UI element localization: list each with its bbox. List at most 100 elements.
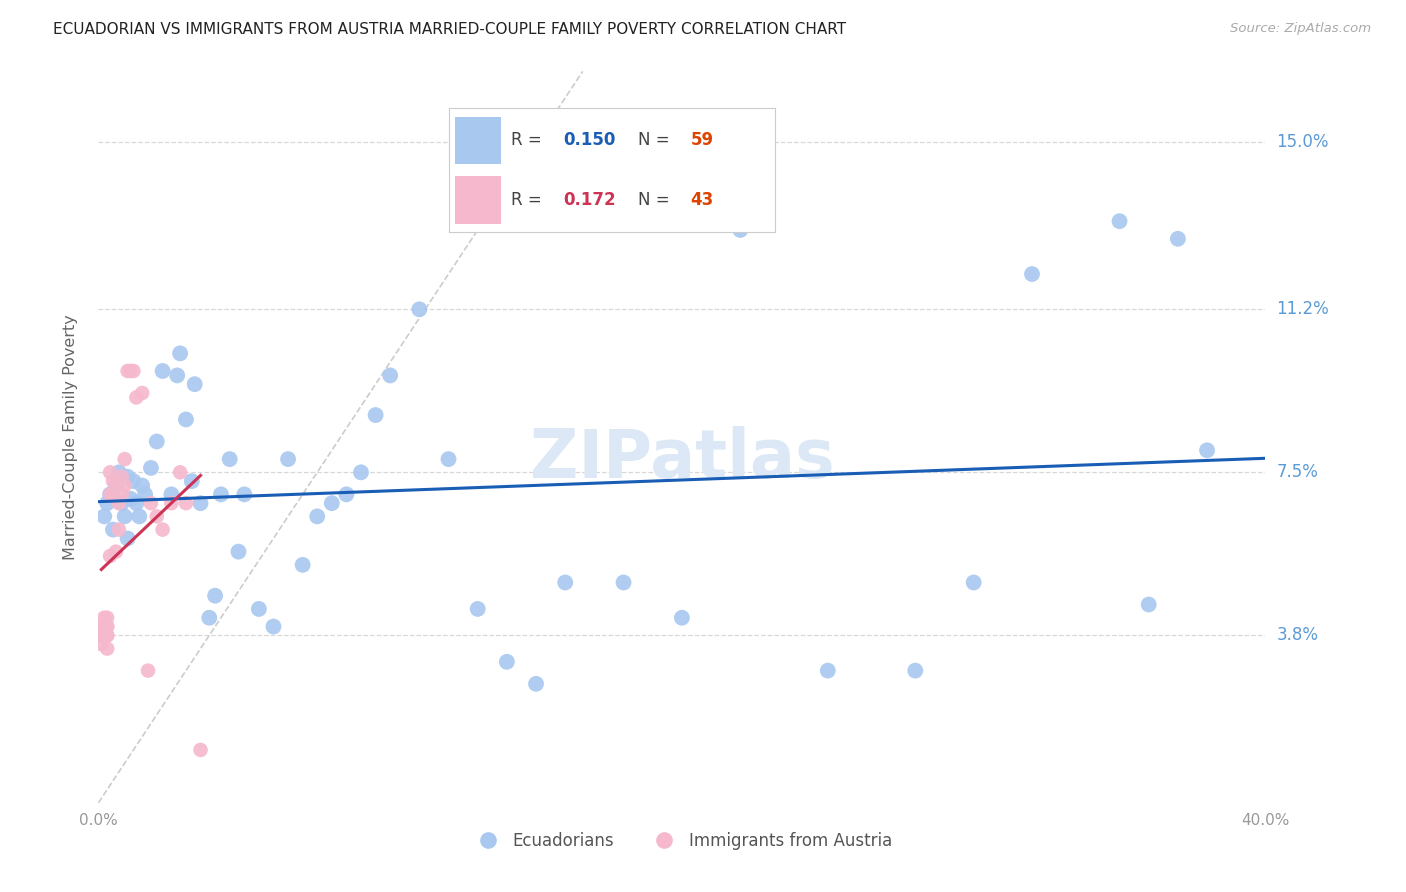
Point — [524, 677, 547, 691]
Point — [152, 364, 174, 378]
Point — [160, 487, 183, 501]
Text: ZIPatlas: ZIPatlas — [530, 426, 834, 492]
Point — [96, 496, 118, 510]
Point — [120, 364, 142, 378]
Point — [90, 619, 112, 633]
Point — [496, 655, 519, 669]
Point — [166, 368, 188, 383]
Point — [554, 575, 576, 590]
Point — [134, 487, 156, 501]
Point — [437, 452, 460, 467]
Point — [98, 487, 121, 501]
Point — [111, 496, 134, 510]
Point — [98, 487, 121, 501]
Point — [104, 474, 127, 488]
Point — [190, 743, 212, 757]
Point — [96, 619, 118, 633]
Point — [198, 611, 221, 625]
Point — [117, 532, 139, 546]
Point — [90, 628, 112, 642]
Point — [321, 496, 343, 510]
Point — [108, 496, 131, 510]
Point — [209, 487, 232, 501]
Point — [169, 466, 191, 480]
Point — [104, 478, 127, 492]
Text: Source: ZipAtlas.com: Source: ZipAtlas.com — [1230, 22, 1371, 36]
Point — [136, 664, 159, 678]
Point — [111, 469, 134, 483]
Point — [174, 496, 197, 510]
Point — [120, 491, 142, 506]
Point — [131, 478, 153, 492]
Point — [183, 377, 205, 392]
Point — [291, 558, 314, 572]
Point — [139, 461, 162, 475]
Point — [904, 664, 927, 678]
Point — [122, 474, 145, 488]
Point — [90, 628, 112, 642]
Point — [117, 469, 139, 483]
Point — [1108, 214, 1130, 228]
Point — [817, 664, 839, 678]
Point — [108, 466, 131, 480]
Point — [125, 391, 148, 405]
Point — [117, 364, 139, 378]
Point — [98, 549, 121, 563]
Point — [125, 496, 148, 510]
Point — [1021, 267, 1043, 281]
Point — [96, 628, 118, 642]
Y-axis label: Married-Couple Family Poverty: Married-Couple Family Poverty — [63, 314, 77, 560]
Text: 11.2%: 11.2% — [1277, 301, 1329, 318]
Point — [247, 602, 270, 616]
Point — [96, 641, 118, 656]
Point — [90, 637, 112, 651]
Point — [146, 434, 169, 449]
Point — [114, 478, 136, 492]
Point — [93, 611, 115, 625]
Point — [90, 619, 112, 633]
Point — [93, 628, 115, 642]
Legend: Ecuadorians, Immigrants from Austria: Ecuadorians, Immigrants from Austria — [464, 825, 900, 856]
Point — [174, 412, 197, 426]
Point — [350, 466, 373, 480]
Point — [364, 408, 387, 422]
Point — [131, 386, 153, 401]
Point — [277, 452, 299, 467]
Point — [122, 364, 145, 378]
Point — [146, 509, 169, 524]
Point — [96, 628, 118, 642]
Point — [93, 619, 115, 633]
Point — [101, 474, 124, 488]
Point — [139, 496, 162, 510]
Point — [93, 628, 115, 642]
Point — [108, 523, 131, 537]
Point — [730, 223, 752, 237]
Point — [335, 487, 357, 501]
Point — [1137, 598, 1160, 612]
Text: ECUADORIAN VS IMMIGRANTS FROM AUSTRIA MARRIED-COUPLE FAMILY POVERTY CORRELATION : ECUADORIAN VS IMMIGRANTS FROM AUSTRIA MA… — [53, 22, 846, 37]
Point — [101, 487, 124, 501]
Point — [114, 509, 136, 524]
Point — [1195, 443, 1218, 458]
Point — [612, 575, 634, 590]
Text: 15.0%: 15.0% — [1277, 133, 1329, 151]
Point — [93, 509, 115, 524]
Point — [180, 474, 202, 488]
Point — [1167, 232, 1189, 246]
Point — [93, 628, 115, 642]
Text: 7.5%: 7.5% — [1277, 463, 1319, 482]
Point — [233, 487, 256, 501]
Point — [218, 452, 240, 467]
Point — [96, 619, 118, 633]
Point — [408, 302, 430, 317]
Point — [96, 611, 118, 625]
Point — [190, 496, 212, 510]
Point — [98, 466, 121, 480]
Point — [671, 611, 693, 625]
Point — [380, 368, 402, 383]
Point — [101, 523, 124, 537]
Point — [114, 452, 136, 467]
Point — [204, 589, 226, 603]
Point — [160, 496, 183, 510]
Point — [111, 487, 134, 501]
